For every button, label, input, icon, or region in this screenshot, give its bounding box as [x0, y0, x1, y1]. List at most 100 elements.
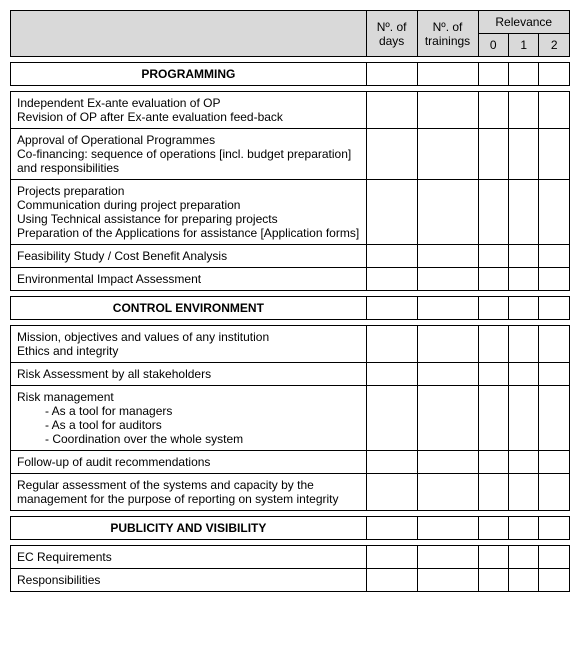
table-row: EC Requirements — [11, 546, 570, 569]
empty-cell — [478, 297, 508, 320]
row-description: Projects preparationCommunication during… — [11, 180, 367, 245]
empty-cell — [366, 268, 417, 291]
section-title: PUBLICITY AND VISIBILITY — [11, 517, 367, 540]
empty-cell — [539, 326, 570, 363]
empty-cell — [508, 546, 538, 569]
empty-cell — [417, 474, 478, 511]
line-text: Regular assessment of the systems and ca… — [17, 478, 360, 506]
empty-cell — [478, 268, 508, 291]
empty-cell — [417, 92, 478, 129]
empty-cell — [478, 245, 508, 268]
empty-cell — [478, 180, 508, 245]
empty-cell — [508, 517, 538, 540]
section-header: CONTROL ENVIRONMENT — [11, 297, 570, 320]
empty-cell — [539, 180, 570, 245]
empty-cell — [539, 546, 570, 569]
empty-cell — [417, 569, 478, 592]
bullet-item: Coordination over the whole system — [45, 432, 360, 446]
line-text: Communication during project preparation — [17, 198, 360, 212]
empty-cell — [478, 92, 508, 129]
empty-cell — [417, 245, 478, 268]
empty-cell — [478, 63, 508, 86]
empty-cell — [539, 297, 570, 320]
empty-cell — [508, 63, 538, 86]
empty-cell — [417, 517, 478, 540]
bullet-item: As a tool for managers — [45, 404, 360, 418]
line-text: Feasibility Study / Cost Benefit Analysi… — [17, 249, 360, 263]
empty-cell — [508, 297, 538, 320]
empty-cell — [366, 180, 417, 245]
empty-cell — [417, 268, 478, 291]
empty-cell — [539, 474, 570, 511]
row-description: Regular assessment of the systems and ca… — [11, 474, 367, 511]
line-text: Environmental Impact Assessment — [17, 272, 360, 286]
empty-cell — [478, 474, 508, 511]
table-row: Independent Ex-ante evaluation of OPRevi… — [11, 92, 570, 129]
training-needs-table: Nº. of days Nº. of trainings Relevance 0… — [10, 10, 570, 592]
row-description: Mission, objectives and values of any in… — [11, 326, 367, 363]
empty-cell — [478, 451, 508, 474]
row-description: Follow-up of audit recommendations — [11, 451, 367, 474]
empty-cell — [478, 386, 508, 451]
empty-cell — [366, 517, 417, 540]
header-trainings: Nº. of trainings — [417, 11, 478, 57]
table-row: Mission, objectives and values of any in… — [11, 326, 570, 363]
empty-cell — [539, 245, 570, 268]
empty-cell — [366, 474, 417, 511]
section-header: PUBLICITY AND VISIBILITY — [11, 517, 570, 540]
line-text: Approval of Operational Programmes — [17, 133, 360, 147]
empty-cell — [417, 546, 478, 569]
line-text: Preparation of the Applications for assi… — [17, 226, 360, 240]
line-text: Responsibilities — [17, 573, 360, 587]
table-row: Risk managementAs a tool for managersAs … — [11, 386, 570, 451]
empty-cell — [366, 569, 417, 592]
empty-cell — [417, 180, 478, 245]
section-title: CONTROL ENVIRONMENT — [11, 297, 367, 320]
empty-cell — [508, 386, 538, 451]
empty-cell — [366, 386, 417, 451]
empty-cell — [508, 245, 538, 268]
empty-cell — [366, 451, 417, 474]
line-text: Using Technical assistance for preparing… — [17, 212, 360, 226]
empty-cell — [508, 268, 538, 291]
row-description: Feasibility Study / Cost Benefit Analysi… — [11, 245, 367, 268]
empty-cell — [417, 129, 478, 180]
table-body: PROGRAMMING Independent Ex-ante evaluatio… — [11, 57, 570, 592]
empty-cell — [539, 268, 570, 291]
empty-cell — [417, 363, 478, 386]
empty-cell — [508, 92, 538, 129]
line-text: Projects preparation — [17, 184, 360, 198]
bullet-list: As a tool for managersAs a tool for audi… — [17, 404, 360, 446]
table-row: Regular assessment of the systems and ca… — [11, 474, 570, 511]
empty-cell — [539, 363, 570, 386]
empty-cell — [478, 326, 508, 363]
row-description: Approval of Operational ProgrammesCo-fin… — [11, 129, 367, 180]
table-row: Follow-up of audit recommendations — [11, 451, 570, 474]
row-description: Environmental Impact Assessment — [11, 268, 367, 291]
empty-cell — [366, 245, 417, 268]
line-text: Revision of OP after Ex-ante evaluation … — [17, 110, 360, 124]
row-description: Independent Ex-ante evaluation of OPRevi… — [11, 92, 367, 129]
empty-cell — [417, 451, 478, 474]
header-blank — [11, 11, 367, 57]
header-days: Nº. of days — [366, 11, 417, 57]
empty-cell — [539, 129, 570, 180]
empty-cell — [508, 451, 538, 474]
empty-cell — [508, 363, 538, 386]
line-text: Risk management — [17, 390, 360, 404]
table-row: Risk Assessment by all stakeholders — [11, 363, 570, 386]
empty-cell — [366, 129, 417, 180]
empty-cell — [478, 569, 508, 592]
line-text: Mission, objectives and values of any in… — [17, 330, 360, 344]
empty-cell — [539, 569, 570, 592]
empty-cell — [478, 546, 508, 569]
empty-cell — [508, 474, 538, 511]
empty-cell — [539, 386, 570, 451]
empty-cell — [366, 297, 417, 320]
empty-cell — [539, 517, 570, 540]
line-text: Follow-up of audit recommendations — [17, 455, 360, 469]
line-text: Independent Ex-ante evaluation of OP — [17, 96, 360, 110]
table-row: Approval of Operational ProgrammesCo-fin… — [11, 129, 570, 180]
header-rel-1: 1 — [508, 34, 538, 57]
section-title: PROGRAMMING — [11, 63, 367, 86]
